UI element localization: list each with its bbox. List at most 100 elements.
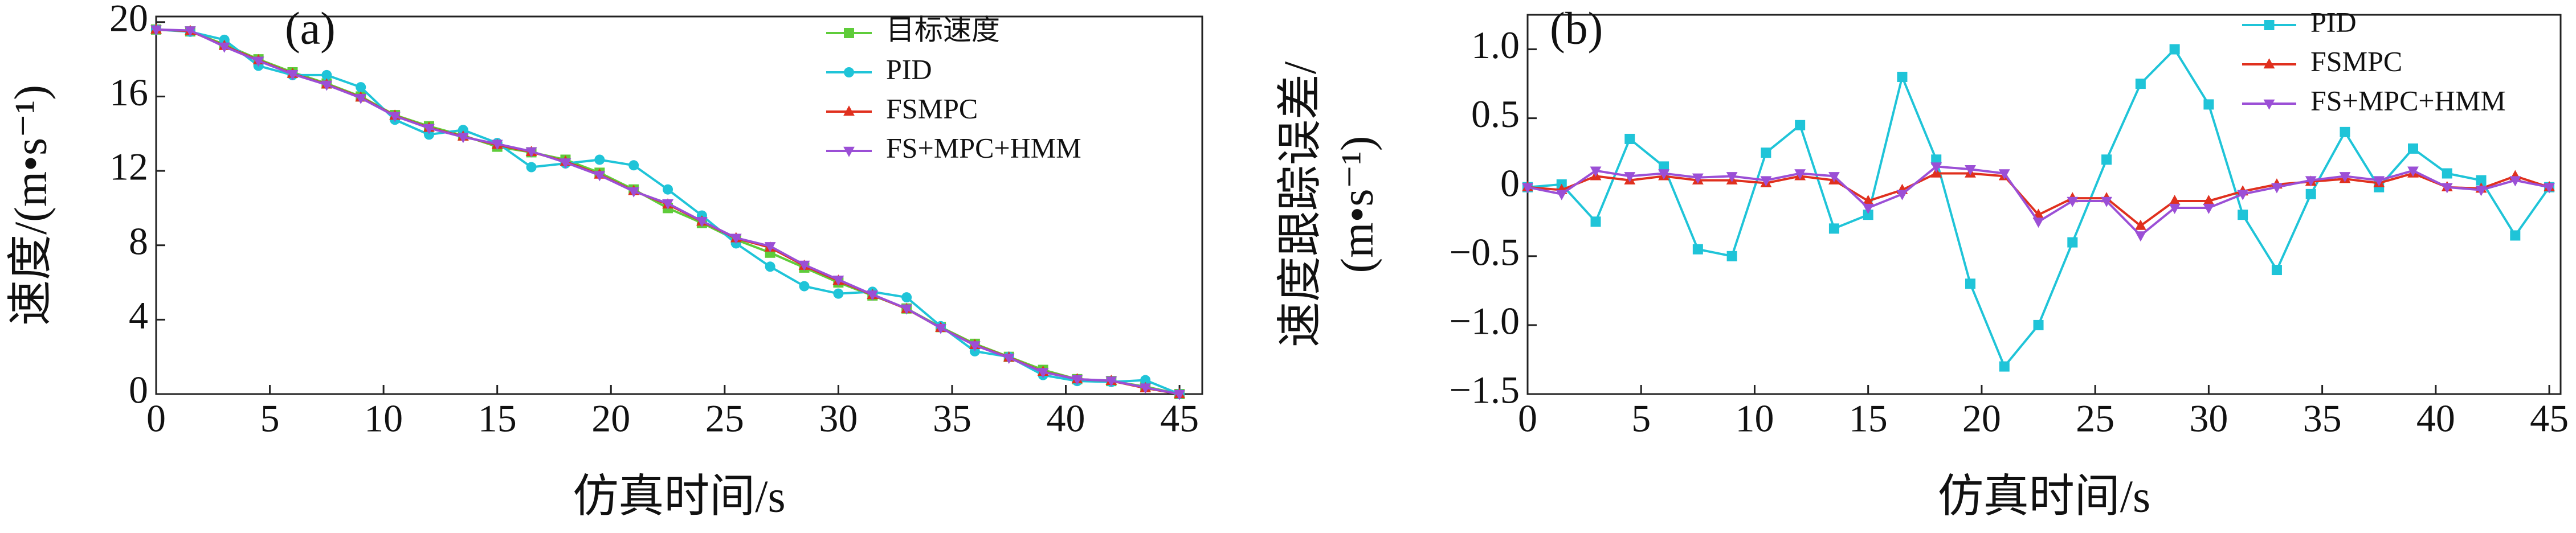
marker: [901, 292, 912, 303]
marker: [2441, 183, 2453, 194]
marker: [799, 281, 810, 292]
marker: [1726, 172, 1738, 183]
marker: [1624, 172, 1636, 183]
marker: [252, 56, 264, 67]
x-tick-label: 45: [2530, 397, 2569, 440]
marker: [2263, 58, 2275, 69]
legend-label: PID: [2310, 6, 2357, 38]
x-tick-label: 40: [1047, 397, 1085, 440]
marker: [2032, 218, 2044, 228]
marker: [1999, 361, 2010, 372]
marker: [458, 125, 468, 136]
marker: [218, 42, 230, 53]
marker: [833, 288, 844, 299]
marker: [287, 70, 299, 81]
marker: [2305, 188, 2316, 199]
marker: [901, 304, 913, 315]
marker: [150, 25, 162, 36]
marker: [1140, 375, 1151, 386]
marker: [1522, 183, 1533, 194]
marker: [321, 80, 333, 91]
marker: [867, 290, 879, 301]
x-axis-label: 仿真时间/s: [573, 472, 785, 522]
marker: [1862, 195, 1874, 206]
marker: [2510, 230, 2521, 241]
marker: [663, 184, 673, 195]
marker: [1930, 162, 1942, 173]
marker: [1897, 71, 1908, 82]
marker: [1760, 176, 1772, 187]
marker: [1761, 147, 1771, 158]
y-axis-label: (m•s⁻¹): [1332, 136, 1382, 273]
marker: [2067, 237, 2078, 248]
marker: [1998, 169, 2010, 180]
marker: [843, 146, 855, 157]
marker: [423, 129, 434, 140]
marker: [1590, 166, 1602, 177]
marker: [798, 260, 810, 271]
marker: [2169, 195, 2181, 206]
x-tick-label: 30: [2189, 397, 2228, 440]
marker: [526, 162, 537, 173]
marker: [730, 233, 742, 244]
marker: [1896, 190, 1908, 200]
marker: [2033, 319, 2044, 330]
marker: [389, 112, 401, 122]
x-tick-label: 5: [260, 397, 280, 440]
marker: [2134, 219, 2146, 230]
marker: [1863, 210, 1873, 220]
y-tick-label: 0: [1500, 161, 1520, 204]
x-tick-label: 20: [591, 397, 630, 440]
marker: [843, 105, 855, 116]
marker: [969, 341, 981, 352]
marker: [2238, 210, 2248, 220]
marker: [355, 93, 367, 104]
marker: [1658, 169, 1669, 180]
marker: [423, 124, 435, 134]
marker: [662, 199, 673, 210]
marker: [1140, 383, 1152, 394]
y-tick-label: 12: [109, 145, 148, 188]
legend-label: FS+MPC+HMM: [886, 132, 1081, 163]
plot-frame: [1526, 14, 2562, 395]
plot-frame: [155, 15, 1203, 395]
legend-label: FS+MPC+HMM: [2310, 84, 2506, 116]
marker: [1037, 368, 1049, 379]
marker: [2475, 186, 2487, 196]
marker: [2067, 196, 2079, 207]
marker: [2169, 44, 2180, 55]
marker: [1071, 375, 1083, 386]
marker: [2476, 175, 2487, 186]
y-tick-label: −1.0: [1450, 300, 1520, 343]
marker: [594, 154, 605, 165]
marker: [525, 147, 537, 158]
marker: [844, 28, 854, 38]
marker: [2544, 183, 2555, 194]
marker: [1726, 251, 1737, 261]
x-tick-label: 15: [1849, 397, 1888, 440]
marker: [356, 82, 366, 93]
marker: [628, 160, 639, 171]
marker: [696, 217, 708, 228]
marker: [1828, 223, 1839, 234]
x-tick-label: 35: [2303, 397, 2342, 440]
marker: [1794, 169, 1806, 180]
y-tick-label: −0.5: [1450, 230, 1520, 273]
marker: [1590, 216, 1601, 227]
marker: [2509, 176, 2521, 187]
x-tick-label: 25: [2076, 397, 2114, 440]
marker: [2169, 203, 2181, 214]
y-tick-label: 8: [129, 219, 148, 263]
y-tick-label: −1.5: [1450, 368, 1520, 412]
marker: [1105, 376, 1117, 387]
marker: [2407, 166, 2419, 177]
y-tick-label: 0.5: [1471, 92, 1520, 136]
marker: [2237, 190, 2249, 200]
marker: [2271, 183, 2283, 194]
marker: [2408, 143, 2418, 154]
marker: [2339, 172, 2351, 183]
x-tick-label: 5: [1631, 397, 1651, 440]
marker: [764, 242, 776, 253]
marker: [2340, 126, 2350, 137]
